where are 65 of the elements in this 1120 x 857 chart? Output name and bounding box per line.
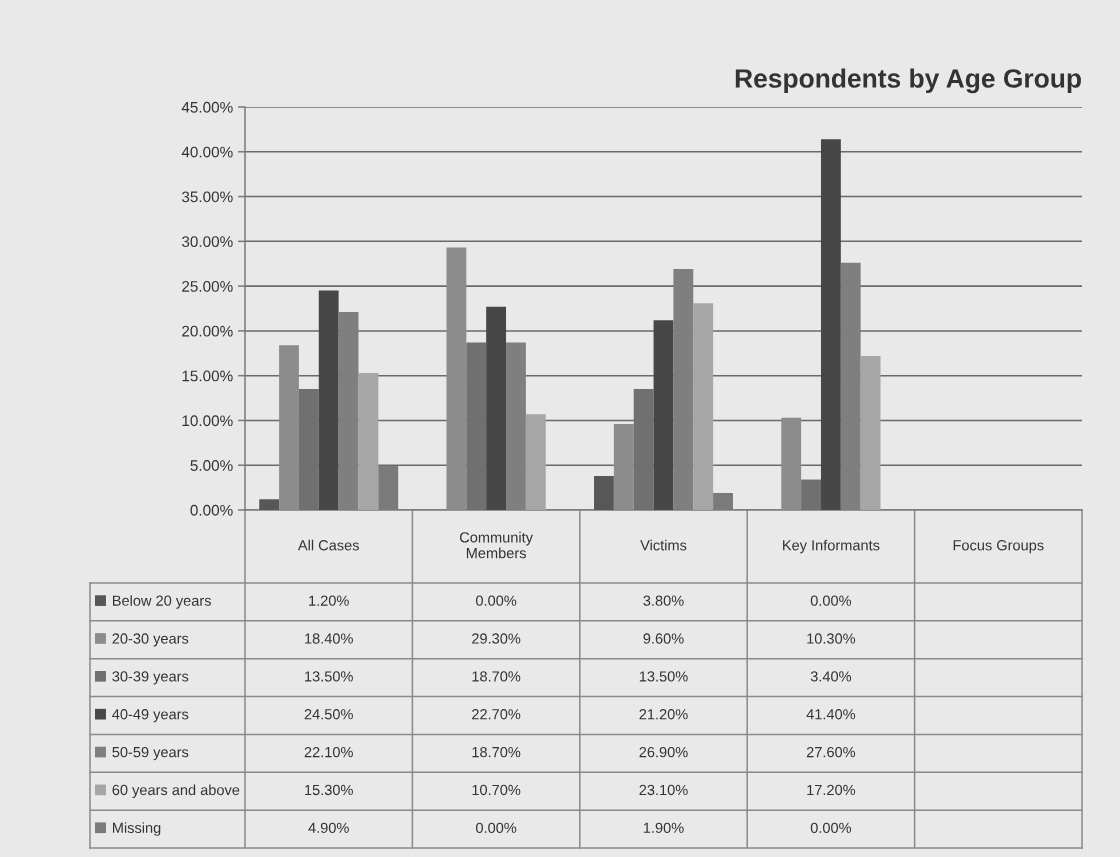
y-tick-label: 35.00%: [181, 191, 233, 203]
data-label: 18.70%: [472, 671, 521, 682]
data-label: 24.50%: [304, 709, 353, 720]
legend-label: Below 20 years: [112, 595, 211, 609]
data-label: 29.30%: [472, 633, 521, 644]
data-label: 23.10%: [639, 784, 688, 796]
bar: [279, 345, 299, 510]
bar: [693, 303, 714, 510]
y-tick-label: 5.00%: [190, 460, 233, 471]
bar: [446, 247, 467, 510]
y-tick-label: 45.00%: [181, 101, 233, 113]
y-tick-label: 30.00%: [181, 236, 233, 248]
bar: [820, 139, 841, 510]
x-tick-label: Victims: [640, 539, 687, 551]
bar: [594, 475, 614, 510]
data-label: 0.00%: [476, 595, 517, 606]
bar: [486, 306, 507, 510]
bar: [318, 290, 339, 510]
bar: [259, 499, 280, 510]
data-label: 22.70%: [472, 709, 521, 720]
y-tick-label: 10.00%: [182, 415, 233, 427]
bar: [525, 414, 546, 510]
data-label: 1.20%: [309, 595, 349, 606]
chart-title: Respondents by Age Group: [735, 68, 1081, 94]
data-label: 15.30%: [305, 784, 353, 796]
data-label: 3.80%: [643, 595, 684, 606]
data-label: 1.90%: [643, 822, 684, 833]
data-label: 21.20%: [639, 709, 688, 720]
legend-label: 40-49 years: [112, 709, 189, 723]
data-label: 18.70%: [472, 746, 521, 758]
x-tick-label: All Cases: [297, 539, 359, 551]
bar: [653, 320, 674, 510]
legend-label: 50-59 years: [112, 746, 189, 761]
x-tick-label: Focus Groups: [953, 540, 1044, 554]
x-tick-label: Community Members: [459, 531, 533, 559]
data-label: 10.30%: [807, 633, 856, 644]
legend-label: 20-30 years: [112, 633, 189, 647]
data-label: 9.60%: [643, 633, 684, 644]
data-label: 10.70%: [472, 784, 521, 796]
data-label: 0.00%: [476, 822, 517, 833]
bar: [781, 417, 802, 510]
data-label: 0.00%: [810, 595, 852, 606]
y-tick-label: 20.00%: [182, 325, 233, 337]
y-tick-label: 40.00%: [181, 146, 233, 158]
data-label: 41.40%: [806, 709, 856, 720]
data-label: 0.00%: [810, 822, 852, 833]
data-label: 4.90%: [308, 822, 349, 833]
data-label: 13.50%: [305, 671, 353, 682]
legend-label: 60 years and above: [112, 784, 240, 799]
legend-label: 30-39 years: [112, 671, 189, 685]
data-label: 26.90%: [639, 746, 688, 758]
x-tick-label: Key Informants: [783, 539, 880, 554]
data-label: 17.20%: [807, 784, 856, 796]
bar: [613, 424, 634, 510]
y-tick-label: 0.00%: [190, 504, 233, 516]
bar: [358, 372, 379, 510]
y-tick-label: 15.00%: [182, 370, 233, 382]
bar: [860, 355, 881, 510]
data-label: 3.40%: [810, 671, 852, 682]
data-label: 13.50%: [639, 671, 688, 682]
data-label: 27.60%: [806, 746, 856, 758]
legend-label: Missing: [112, 822, 161, 836]
data-label: 18.40%: [305, 633, 353, 644]
y-tick-label: 25.00%: [182, 280, 233, 292]
data-label: 22.10%: [304, 746, 353, 758]
